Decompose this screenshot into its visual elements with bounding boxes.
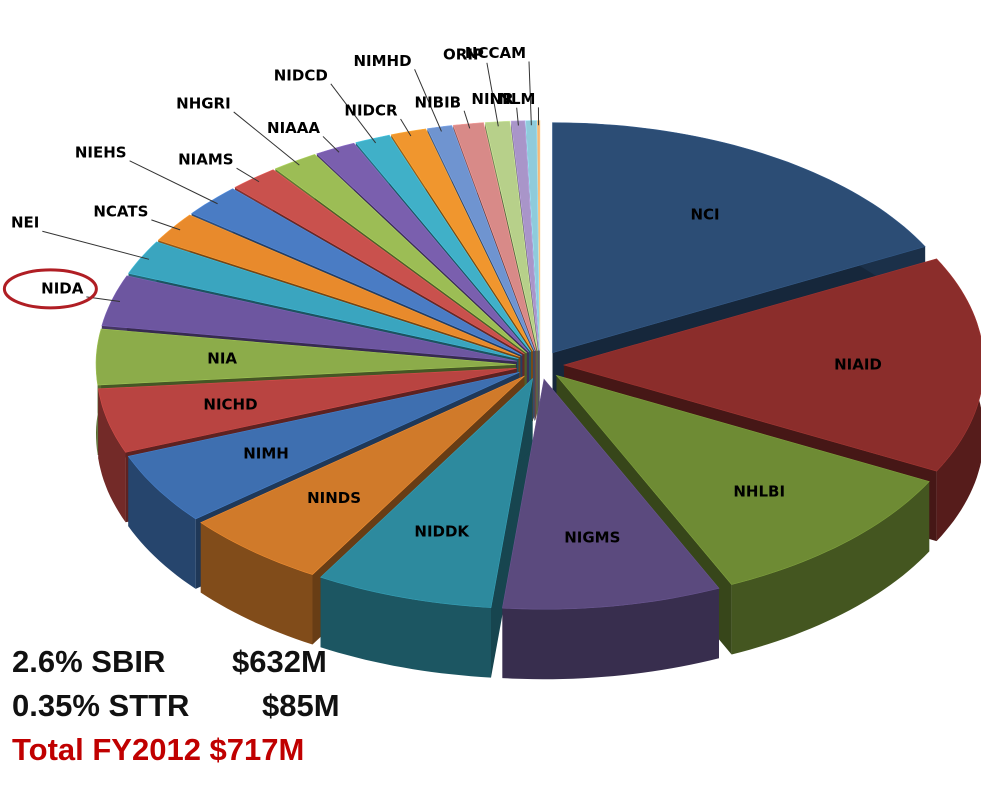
slice-label: NIGMS — [564, 529, 620, 547]
slice-label: NIMHD — [354, 52, 412, 70]
slice-label: NLM — [498, 90, 535, 108]
slice-wall — [502, 588, 719, 680]
slice-label: NIAAA — [267, 119, 320, 137]
slice-label: NCCAM — [465, 44, 526, 62]
slice-label: NIA — [207, 350, 237, 368]
slice-wall — [320, 577, 491, 678]
leader-line — [400, 118, 412, 137]
slice-label: NEI — [11, 214, 39, 232]
slice-label: NCI — [690, 206, 719, 224]
leader-line — [516, 107, 519, 126]
slice — [555, 374, 930, 585]
slice — [562, 258, 981, 472]
slice-label: NCATS — [93, 202, 148, 220]
slice-label: NIDA — [41, 279, 84, 297]
slice-label: NIAMS — [178, 151, 233, 169]
slice-label: NIDCR — [344, 101, 398, 119]
slice — [95, 328, 517, 386]
leader-line — [463, 110, 471, 129]
slice-label: NIAID — [834, 356, 882, 374]
slice-label: NHLBI — [733, 483, 785, 501]
slice-label: NIDDK — [414, 522, 470, 540]
leader-line — [322, 136, 340, 153]
slice-wall — [98, 388, 126, 523]
slice-wall — [128, 456, 196, 589]
leader-line — [151, 219, 181, 231]
sbir-label: 2.6% SBIR — [12, 644, 165, 679]
slice — [552, 122, 926, 354]
slice-label: NIEHS — [75, 143, 127, 161]
slice — [127, 372, 520, 520]
slice-label: NIMH — [243, 445, 289, 463]
slice — [97, 368, 517, 453]
highlight-circle — [2, 268, 98, 310]
leader-line — [42, 230, 150, 260]
leader-line — [233, 111, 300, 166]
total-label: Total FY2012 $717M — [12, 732, 304, 767]
slice — [200, 375, 525, 575]
slice-label: ORIP — [443, 45, 484, 63]
slice-label: NICHD — [203, 396, 257, 414]
slice — [320, 377, 534, 608]
slice-wall — [200, 522, 313, 645]
leader-line — [528, 61, 532, 126]
leader-line — [330, 83, 377, 144]
sbir-amount: $632M — [232, 644, 327, 679]
leader-line — [129, 160, 218, 205]
slice-label: NIDCD — [274, 66, 328, 84]
leader-line — [414, 69, 442, 132]
leader-line — [236, 167, 260, 183]
slice-label: NINR — [471, 90, 514, 108]
leader-line — [486, 62, 499, 127]
sttr-label: 0.35% STTR — [12, 688, 189, 723]
slice-label: NIBIB — [415, 93, 462, 111]
slice-label: NHGRI — [176, 94, 231, 112]
slice-wall — [731, 481, 930, 655]
sttr-amount: $85M — [262, 688, 340, 723]
slice-label: NINDS — [307, 489, 361, 507]
slice — [502, 378, 720, 610]
